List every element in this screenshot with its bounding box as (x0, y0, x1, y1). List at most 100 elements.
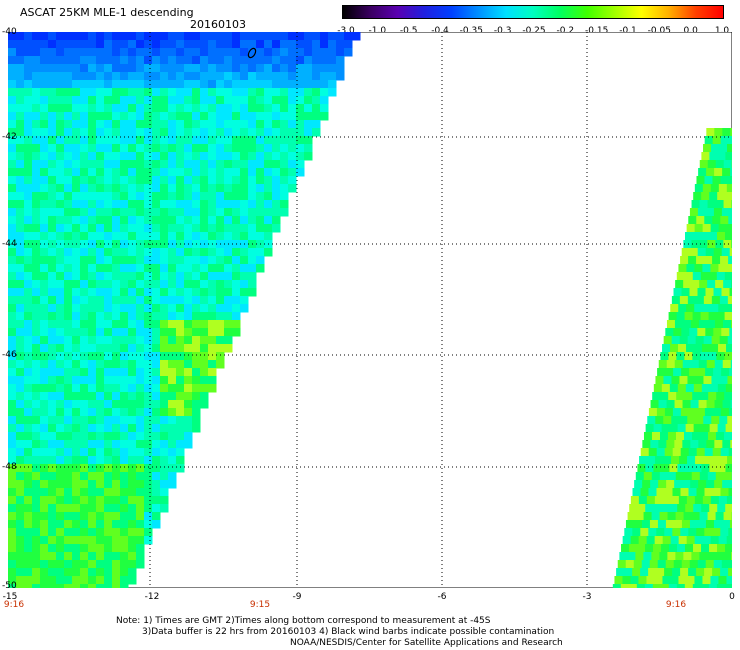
swath-cell (664, 488, 674, 497)
swath-cell (104, 88, 113, 97)
swath-cell (80, 200, 89, 209)
swath-cell (240, 136, 249, 145)
swath-cell (16, 304, 25, 313)
swath-cell (707, 240, 716, 249)
swath-cell (320, 80, 329, 89)
swath-cell (224, 112, 233, 121)
swath-cell (208, 56, 217, 65)
swath-cell (88, 456, 97, 465)
swath-cell (208, 72, 217, 81)
swath-cell (88, 192, 97, 201)
swath-cell (96, 152, 105, 161)
swath-cell (184, 432, 193, 441)
swath-cell (710, 536, 720, 545)
swath-cell (16, 584, 25, 588)
swath-cell (72, 232, 81, 241)
swath-cell (725, 192, 732, 201)
swath-cell (48, 176, 57, 185)
swath-cell (224, 128, 233, 137)
swath-cell (176, 392, 185, 401)
swath-cell (280, 32, 289, 41)
swath-cell (184, 320, 193, 329)
swath-cell (328, 80, 337, 89)
swath-cell (160, 296, 169, 305)
swath-cell (56, 368, 65, 377)
swath-cell (700, 232, 710, 241)
swath-cell (120, 328, 129, 337)
swath-cell (304, 144, 313, 153)
swath-cell (200, 352, 209, 361)
swath-cell (56, 488, 65, 497)
swath-cell (726, 224, 732, 233)
swath-cell (722, 320, 732, 329)
swath-cell (112, 96, 121, 105)
swath-cell (700, 352, 709, 361)
swath-cell (120, 472, 129, 481)
swath-cell (256, 144, 265, 153)
swath-cell (669, 464, 678, 473)
swath-cell (104, 352, 113, 361)
swath-cell (248, 232, 257, 241)
swath-cell (707, 432, 717, 441)
swath-cell (653, 384, 663, 393)
swath-cell (40, 312, 49, 321)
swath-cell (24, 328, 33, 337)
swath-cell (64, 480, 73, 489)
swath-cell (176, 360, 185, 369)
swath-cell (96, 160, 105, 169)
swath-cell (184, 32, 193, 41)
swath-cell (120, 392, 129, 401)
swath-cell (16, 488, 25, 497)
swath-cell (120, 408, 129, 417)
swath-cell (16, 456, 25, 465)
swath-cell (72, 224, 81, 233)
swath-cell (232, 216, 241, 225)
swath-cell (192, 248, 201, 257)
swath-cell (664, 568, 673, 577)
swath-cell (152, 144, 161, 153)
swath-cell (240, 160, 249, 169)
swath-cell (8, 152, 17, 161)
swath-cell (96, 336, 105, 345)
swath-cell (16, 160, 25, 169)
swath-cell (136, 496, 145, 505)
latitude-label: -40 (2, 27, 17, 37)
swath-cell (8, 560, 17, 569)
swath-cell (40, 128, 49, 137)
swath-cell (664, 448, 674, 457)
swath-cell (144, 424, 153, 433)
swath-cell (128, 144, 137, 153)
swath-cell (653, 544, 662, 553)
swath-cell (731, 552, 732, 561)
swath-cell (56, 440, 65, 449)
swath-cell (152, 520, 161, 529)
swath-cell (168, 352, 177, 361)
swath-cell (160, 40, 169, 49)
swath-cell (676, 352, 685, 361)
swath-cell (104, 400, 113, 409)
swath-cell (665, 520, 675, 529)
swath-cell (248, 88, 257, 97)
swath-cell (16, 48, 25, 57)
swath-cell (686, 536, 696, 545)
swath-cell (168, 168, 177, 177)
swath-cell (288, 112, 297, 121)
swath-cell (72, 352, 81, 361)
swath-cell (40, 520, 49, 529)
swath-cell (48, 288, 57, 297)
swath-cell (673, 328, 682, 337)
swath-cell (152, 96, 161, 105)
swath-cell (72, 512, 81, 521)
swath-cell (240, 216, 249, 225)
swath-cell (224, 72, 233, 81)
swath-cell (112, 544, 121, 553)
swath-cell (655, 376, 664, 385)
swath-cell (702, 264, 711, 273)
swath-cell (715, 552, 724, 561)
swath-cell (24, 208, 33, 217)
swath-cell (272, 56, 281, 65)
swath-cell (32, 464, 41, 473)
swath-cell (671, 376, 680, 385)
swath-cell (208, 280, 217, 289)
swath-cell (64, 256, 73, 265)
